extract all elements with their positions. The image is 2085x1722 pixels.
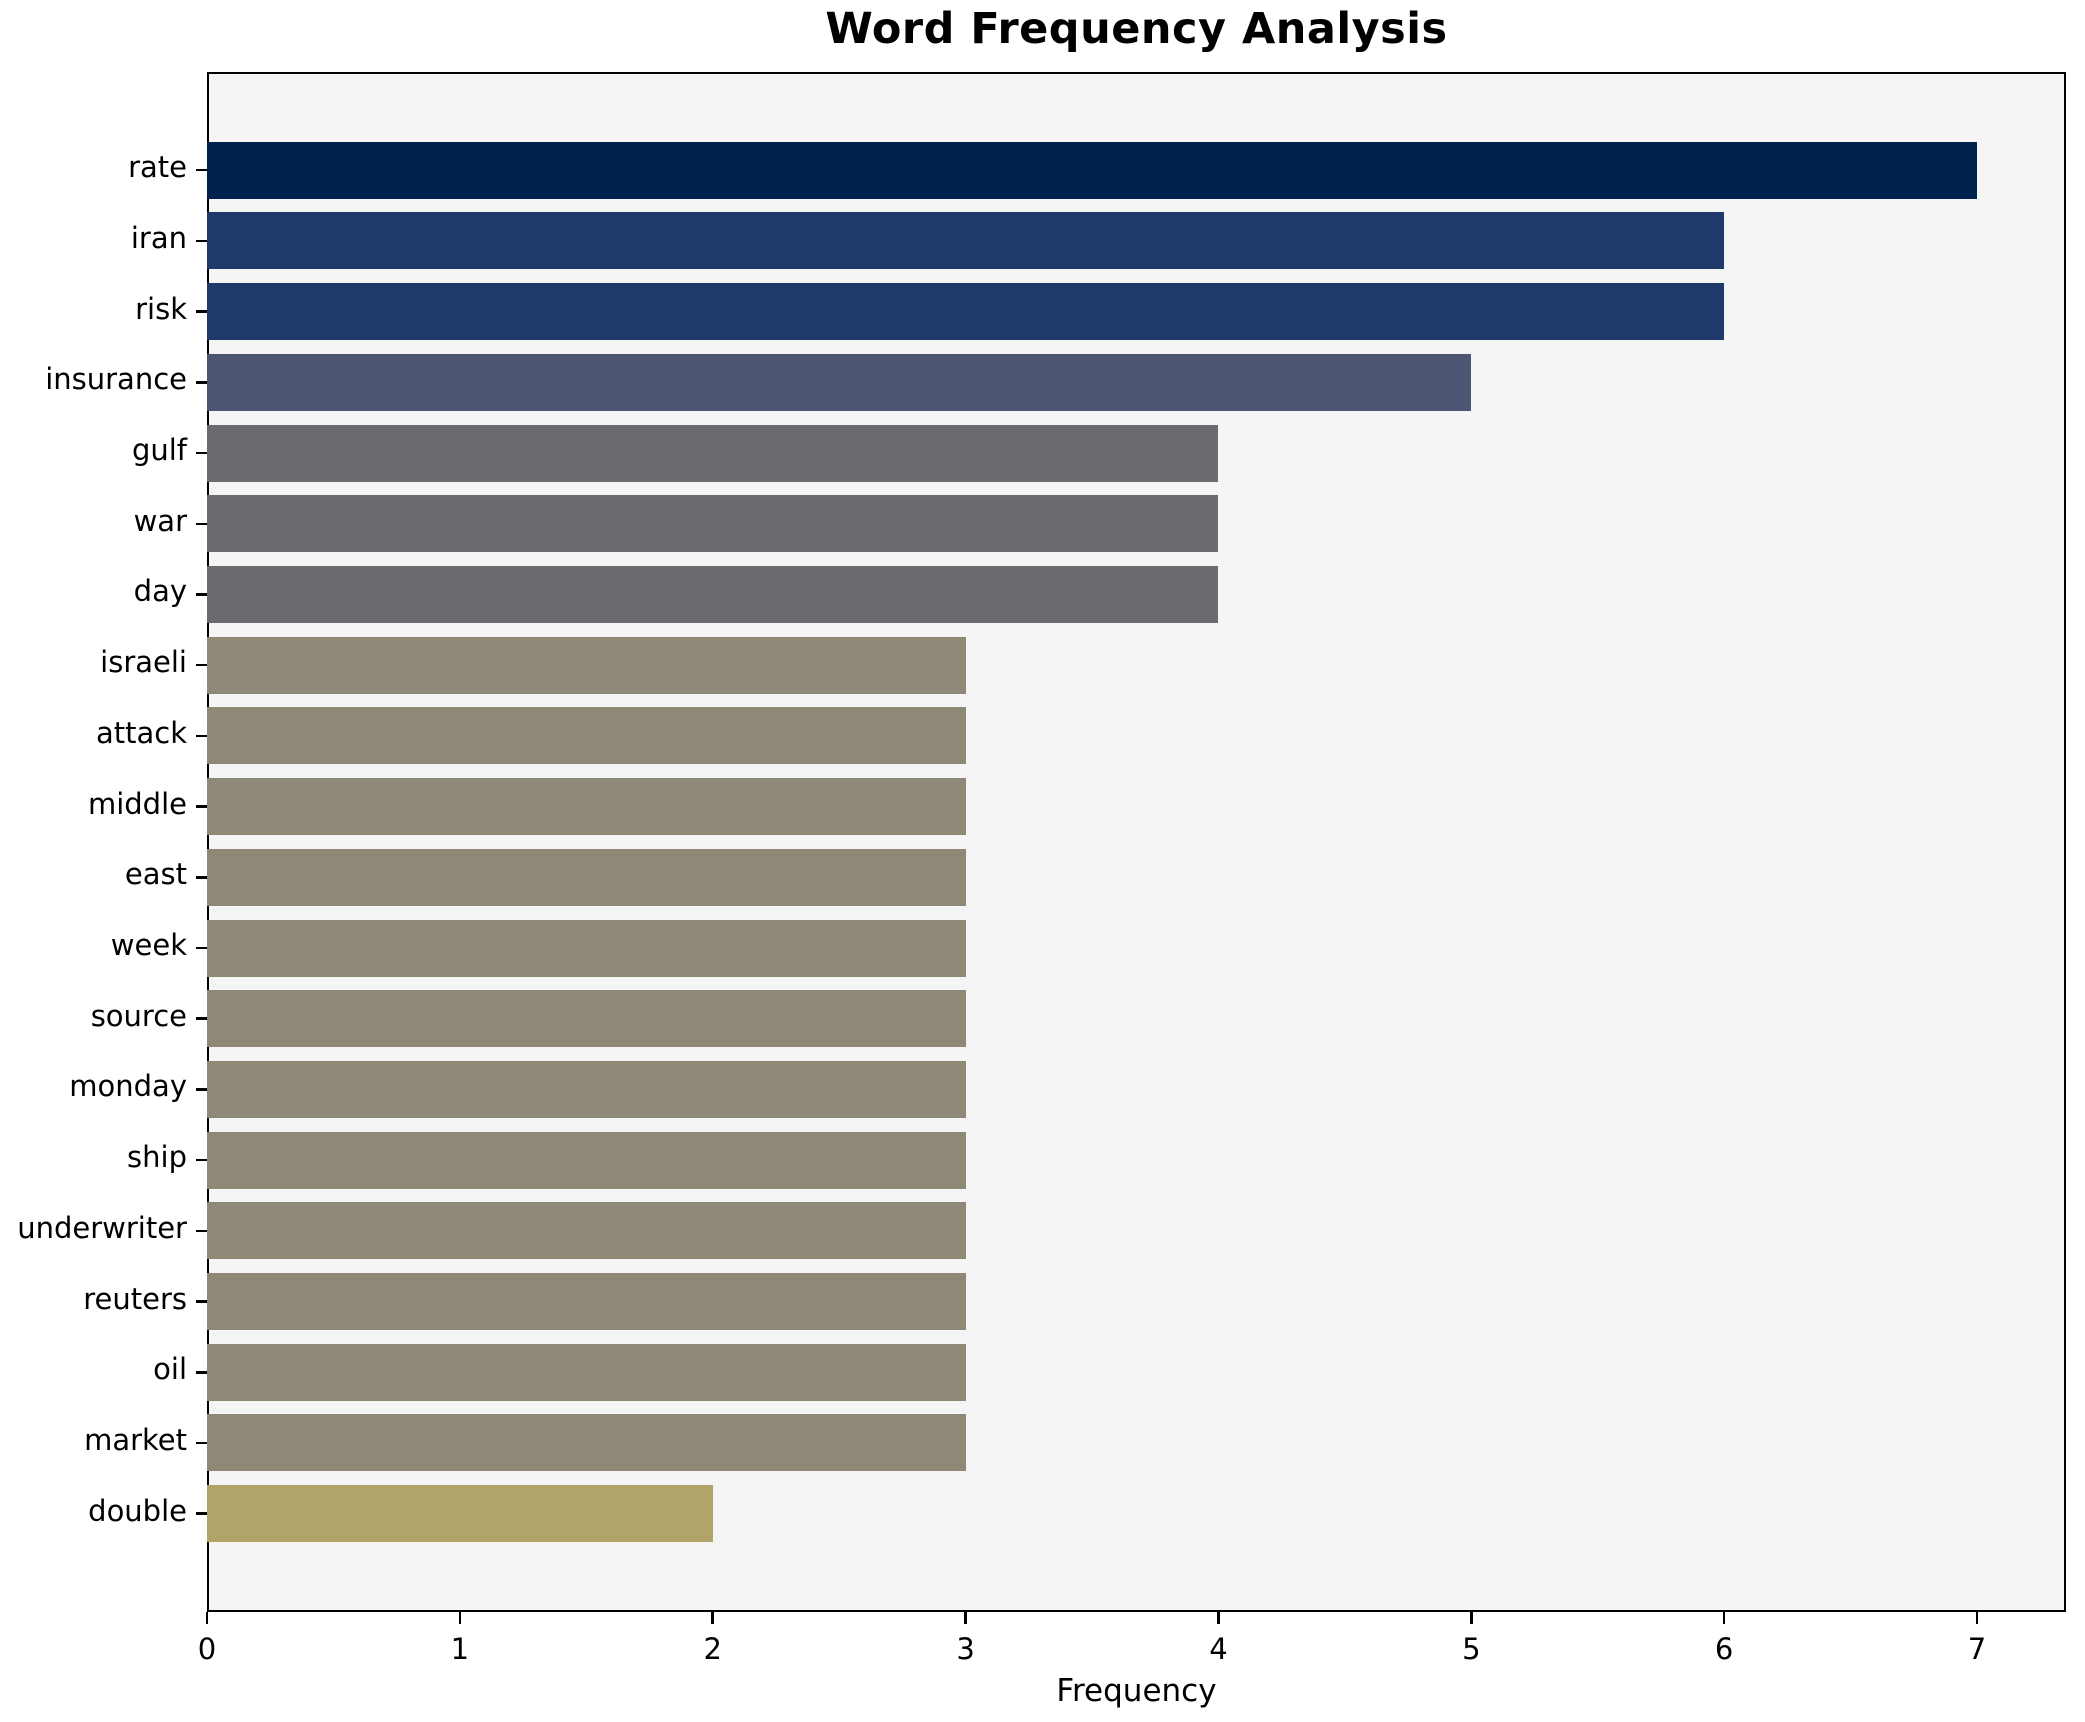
chart-title: Word Frequency Analysis	[825, 4, 1448, 54]
x-tick-label-4: 4	[1209, 1632, 1228, 1666]
category-label-gulf: gulf	[131, 433, 187, 468]
bar-risk	[207, 283, 1725, 341]
bar-reuters	[207, 1273, 966, 1331]
y-tick-mark-ship	[196, 1158, 207, 1162]
category-label-day: day	[133, 574, 187, 609]
y-tick-mark-israeli	[196, 663, 207, 667]
x-tick-label-5: 5	[1462, 1632, 1481, 1666]
category-label-war: war	[133, 503, 187, 538]
bar-iran	[207, 212, 1725, 270]
category-label-underwriter: underwriter	[17, 1210, 187, 1245]
bar-market	[207, 1414, 966, 1472]
category-label-source: source	[90, 998, 187, 1033]
bar-east	[207, 848, 966, 906]
bar-israeli	[207, 636, 966, 694]
x-tick-mark-5	[1470, 1612, 1473, 1624]
x-axis-label: Frequency	[1056, 1673, 1217, 1709]
y-tick-mark-attack	[196, 734, 207, 738]
category-label-reuters: reuters	[83, 1281, 187, 1316]
y-tick-mark-oil	[196, 1371, 207, 1374]
y-tick-mark-monday	[196, 1088, 207, 1091]
x-tick-mark-3	[964, 1612, 967, 1624]
category-label-oil: oil	[153, 1352, 187, 1387]
x-tick-label-7: 7	[1967, 1632, 1987, 1666]
category-label-iran: iran	[130, 220, 187, 255]
bar-monday	[207, 1060, 966, 1118]
bar-ship	[207, 1131, 966, 1189]
y-tick-mark-source	[196, 1017, 207, 1020]
bar-week	[207, 919, 966, 977]
category-label-insurance: insurance	[45, 362, 187, 397]
x-tick-mark-7	[1975, 1612, 1979, 1624]
y-tick-mark-day	[196, 593, 207, 596]
x-tick-mark-0	[205, 1612, 209, 1624]
x-tick-label-0: 0	[197, 1632, 217, 1666]
y-tick-mark-iran	[196, 239, 207, 243]
category-label-week: week	[110, 928, 187, 962]
bar-attack	[207, 707, 966, 765]
category-label-middle: middle	[87, 786, 187, 821]
x-tick-label-1: 1	[450, 1632, 470, 1666]
bar-double	[207, 1485, 713, 1543]
y-tick-mark-week	[196, 946, 207, 950]
y-tick-mark-underwriter	[196, 1229, 207, 1233]
bar-gulf	[207, 424, 1219, 482]
y-tick-mark-war	[196, 522, 207, 525]
bar-insurance	[207, 353, 1472, 411]
bar-rate	[207, 141, 1978, 199]
category-label-monday: monday	[69, 1069, 187, 1104]
category-label-market: market	[84, 1422, 187, 1457]
category-label-rate: rate	[128, 150, 187, 185]
y-tick-mark-east	[196, 876, 207, 879]
bar-underwriter	[207, 1202, 966, 1260]
category-label-double: double	[88, 1493, 187, 1528]
bar-war	[207, 495, 1219, 553]
category-label-israeli: israeli	[100, 645, 187, 680]
y-tick-mark-gulf	[196, 451, 207, 455]
y-tick-mark-risk	[196, 310, 207, 313]
y-tick-mark-middle	[196, 805, 207, 808]
y-tick-mark-reuters	[196, 1300, 207, 1303]
y-tick-mark-insurance	[196, 381, 207, 384]
y-tick-mark-rate	[196, 168, 207, 172]
x-tick-mark-1	[458, 1612, 462, 1624]
x-tick-label-2: 2	[703, 1632, 722, 1666]
x-tick-label-6: 6	[1714, 1632, 1734, 1666]
bar-middle	[207, 778, 966, 836]
x-tick-mark-6	[1722, 1612, 1726, 1624]
x-tick-mark-2	[711, 1612, 714, 1624]
x-tick-mark-4	[1217, 1612, 1220, 1624]
category-label-ship: ship	[127, 1140, 187, 1175]
x-tick-label-3: 3	[956, 1632, 975, 1666]
bar-oil	[207, 1343, 966, 1401]
category-label-risk: risk	[135, 291, 187, 326]
bar-day	[207, 565, 1219, 623]
y-tick-mark-market	[196, 1441, 207, 1445]
category-label-east: east	[124, 857, 187, 892]
bar-source	[207, 990, 966, 1048]
category-label-attack: attack	[95, 715, 187, 750]
y-tick-mark-double	[196, 1512, 207, 1515]
